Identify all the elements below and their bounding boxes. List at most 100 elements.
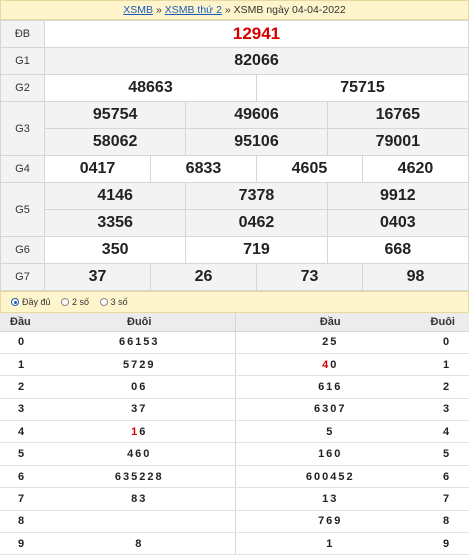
loto-tail-digit: 5 (425, 442, 469, 466)
prize-row-g3-b: 58062 95106 79001 (1, 128, 469, 156)
loto-header-head: Đầu (0, 313, 44, 332)
option-label: 2 số (72, 297, 90, 307)
loto-heads: 616 (235, 375, 425, 399)
loto-row: 1 5729 40 1 (0, 353, 469, 377)
loto-row: 6 635228 600452 6 (0, 465, 469, 489)
prize-label-g5: G5 (0, 182, 45, 237)
prize-value-g7: 26 (149, 263, 257, 291)
prize-value-g6: 350 (43, 236, 187, 264)
special-digit: 1 (131, 425, 140, 438)
breadcrumb-link-xsmb[interactable]: XSMB (123, 4, 154, 16)
loto-tails: 83 (44, 487, 236, 511)
prize-value-g3: 49606 (185, 101, 328, 129)
loto-tails: 06 (44, 375, 236, 399)
loto-head-digit: 7 (0, 487, 44, 511)
prize-value-g7: 73 (255, 263, 363, 291)
prize-row-g6: G6 350 719 668 (0, 236, 469, 264)
loto-tails: 635228 (44, 465, 236, 489)
loto-heads: 5 (235, 420, 425, 444)
loto-header-tail: Đuôi (425, 313, 469, 332)
loto-tail-digit: 1 (425, 353, 469, 377)
breadcrumb-current: XSMB ngày 04-04-2022 (233, 4, 346, 16)
prize-label-g4: G4 (0, 155, 45, 183)
loto-head-digit: 2 (0, 375, 44, 399)
option-label: Đầy đủ (22, 297, 51, 307)
loto-tail-digit: 6 (425, 465, 469, 489)
loto-row: 3 37 6307 3 (0, 398, 469, 422)
prize-value-g5: 4146 (43, 182, 187, 210)
prize-label-g1: G1 (0, 47, 45, 75)
prize-value-g3: 16765 (326, 101, 469, 129)
loto-head-digit: 8 (0, 510, 44, 534)
breadcrumb-separator: » (221, 4, 234, 16)
loto-tail-digit: 9 (425, 532, 469, 556)
loto-head-digit: 4 (0, 420, 44, 444)
loto-header-heads: Đầu (235, 313, 425, 332)
loto-heads: 40 (235, 353, 425, 377)
prize-value-g3: 95106 (185, 128, 328, 156)
loto-tails: 37 (44, 398, 236, 422)
option-full[interactable]: Đầy đủ (11, 292, 51, 312)
results-table: ĐB 12941 G1 82066 G2 48663 75715 G3 9575… (0, 20, 469, 291)
loto-tail-digit: 0 (425, 331, 469, 354)
prize-value-g5: 0403 (326, 209, 469, 237)
loto-row: 8 769 8 (0, 510, 469, 534)
prize-value-g1: 82066 (44, 47, 469, 75)
prize-row-g5: G5 4146 7378 9912 (0, 182, 469, 237)
prize-value-g5: 0462 (185, 209, 328, 237)
prize-value-g2: 48663 (44, 74, 257, 102)
prize-value-g5: 7378 (185, 182, 328, 210)
prize-row-g7: G7 37 26 73 98 (0, 263, 469, 291)
prize-row-g1: G1 82066 (0, 47, 469, 75)
loto-tail-digit: 4 (425, 420, 469, 444)
option-3-digits[interactable]: 3 số (99, 292, 128, 312)
prize-value-db: 12941 (44, 20, 469, 48)
prize-value-g5: 9912 (326, 182, 469, 210)
loto-tails: 5729 (44, 353, 236, 377)
loto-tails: 66153 (44, 331, 236, 354)
loto-header-tails: Đuôi (44, 313, 236, 332)
radio-unchecked-icon[interactable] (61, 298, 70, 306)
loto-tails: 16 (44, 420, 236, 444)
prize-label-g2: G2 (0, 74, 45, 102)
loto-table: Đầu Đuôi Đầu Đuôi 0 66153 25 0 1 5729 40 1 2 06 61… (0, 313, 469, 556)
prize-value-g7: 37 (44, 263, 151, 291)
loto-head-digit: 9 (0, 532, 44, 556)
radio-unchecked-icon[interactable] (99, 298, 108, 306)
prize-row-g4: G4 0417 6833 4605 4620 (0, 155, 469, 183)
breadcrumb-link-xsmb-thu-2[interactable]: XSMB thứ 2 (164, 4, 222, 16)
prize-value-g3: 79001 (326, 128, 469, 156)
prize-value-g5: 3356 (43, 209, 187, 237)
prize-value-g4: 6833 (149, 155, 257, 183)
loto-head-digit: 0 (0, 331, 44, 354)
loto-head-digit: 3 (0, 398, 44, 422)
loto-heads: 6307 (235, 398, 425, 422)
loto-head-digit: 5 (0, 442, 44, 466)
option-2-digits[interactable]: 2 số (61, 292, 89, 312)
loto-head-digit: 1 (0, 353, 44, 377)
prize-label-db: ĐB (0, 20, 45, 48)
loto-tail-digit: 3 (425, 398, 469, 422)
loto-heads: 600452 (235, 465, 425, 489)
loto-tails: 8 (44, 532, 236, 556)
prize-row-db: ĐB 12941 (0, 20, 469, 48)
radio-checked-icon[interactable] (11, 298, 19, 306)
breadcrumb: XSMB » XSMB thứ 2 » XSMB ngày 04-04-2022 (0, 0, 469, 20)
prize-value-g3: 58062 (43, 128, 187, 156)
loto-head-digit: 6 (0, 465, 44, 489)
prize-value-g7: 98 (361, 263, 469, 291)
loto-row: 7 83 13 7 (0, 487, 469, 511)
option-label: 3 số (110, 297, 128, 307)
loto-tails: 460 (44, 442, 236, 466)
prize-value-g6: 719 (185, 236, 328, 264)
prize-value-g4: 0417 (44, 155, 151, 183)
loto-tail-digit: 8 (425, 510, 469, 534)
prize-label-g6: G6 (0, 236, 45, 264)
special-digit: 4 (322, 358, 331, 371)
loto-row: 5 460 160 5 (0, 442, 469, 466)
loto-heads: 769 (235, 510, 425, 534)
prize-label-g3: G3 (0, 101, 45, 156)
prize-value-g6: 668 (326, 236, 469, 264)
prize-value-g4: 4620 (361, 155, 469, 183)
